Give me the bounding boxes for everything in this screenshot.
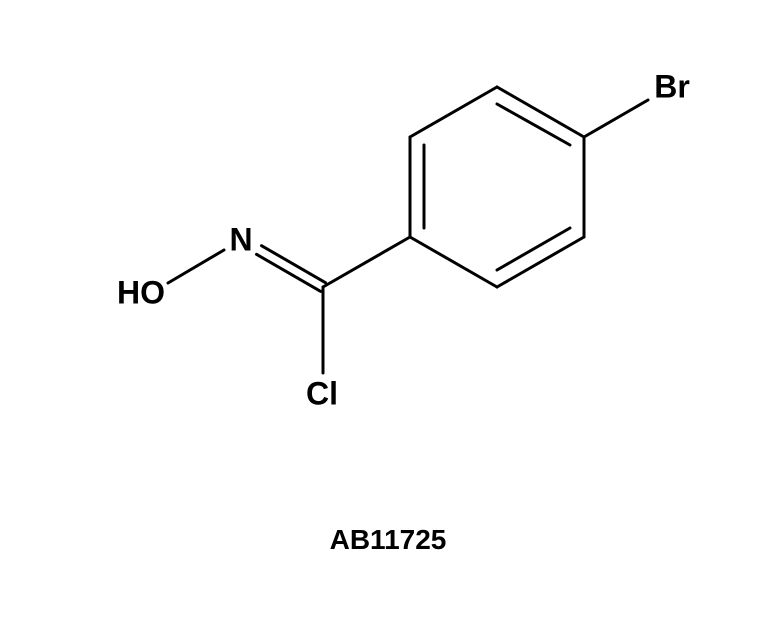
- molecule-diagram: Br Cl N HO AB11725: [0, 0, 777, 631]
- atom-label-br: Br: [654, 69, 690, 106]
- compound-code: AB11725: [330, 524, 447, 556]
- atom-label-cl: Cl: [306, 376, 338, 413]
- atom-label-n: N: [229, 222, 252, 259]
- atom-label-ho: HO: [117, 275, 165, 312]
